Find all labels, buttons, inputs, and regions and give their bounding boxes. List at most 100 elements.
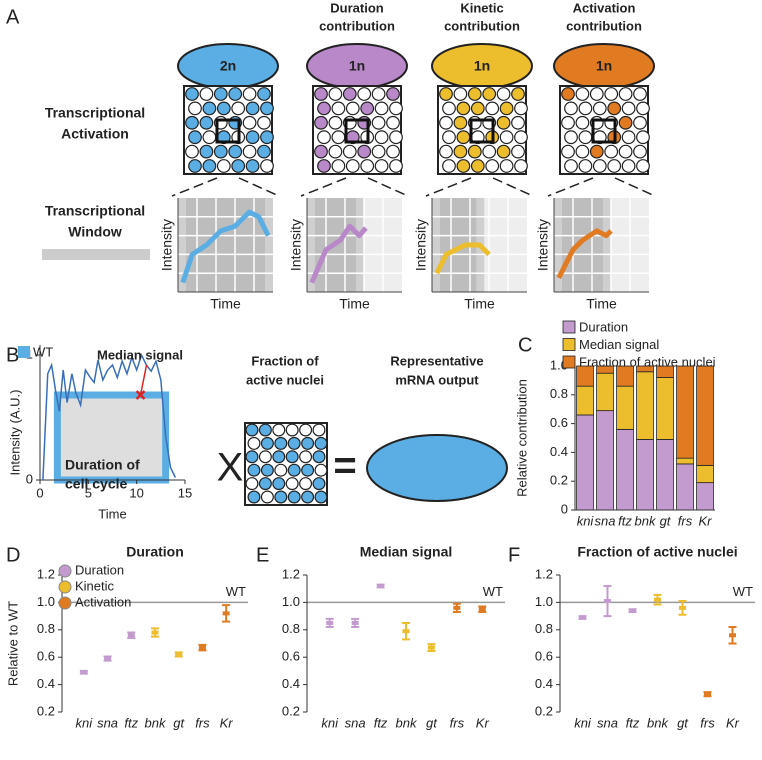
- nucleus: [287, 463, 301, 477]
- nucleus: [345, 159, 360, 173]
- nucleus: [453, 144, 468, 159]
- x-tick-label: frs: [678, 513, 693, 528]
- nucleus: [442, 159, 456, 173]
- nucleus: [360, 101, 375, 116]
- nucleus: [260, 436, 274, 450]
- legend-swatch: [18, 346, 30, 358]
- nucleus: [439, 144, 453, 159]
- nucleus: [314, 87, 328, 101]
- nucleus: [389, 159, 403, 173]
- nucleus: [439, 115, 453, 130]
- x-tick-label: kni: [321, 715, 339, 730]
- x-label: Time: [98, 506, 126, 521]
- nucleus: [228, 87, 243, 101]
- output-ellipse: [366, 434, 508, 502]
- point: [427, 645, 435, 650]
- y-tick-label: 1.2: [535, 566, 553, 581]
- x-tick-label: gt: [660, 513, 672, 528]
- nucleus: [499, 130, 514, 145]
- panel-label: D: [6, 544, 20, 566]
- x-tick-label: sna: [597, 715, 618, 730]
- mini-y-label: Intensity: [535, 219, 551, 271]
- nucleus: [467, 144, 482, 159]
- nucleus: [245, 423, 259, 437]
- point: [198, 645, 206, 650]
- nucleus: [228, 144, 243, 159]
- mini-trace: [556, 228, 613, 280]
- bar-segment: [696, 464, 714, 484]
- point: [604, 599, 611, 604]
- bar-segment: [576, 414, 594, 511]
- nuclei-field: [244, 422, 328, 506]
- y-tick-label: 0.4: [535, 676, 553, 691]
- nucleus: [386, 115, 400, 130]
- point: [654, 597, 661, 602]
- row-label: Window: [68, 224, 122, 240]
- x-tick-label: 0: [36, 485, 43, 500]
- nucleus: [312, 450, 326, 464]
- nucleus: [299, 477, 313, 491]
- x-tick-label: 5: [85, 485, 92, 500]
- nucleus: [314, 115, 328, 130]
- nucleus: [331, 130, 346, 145]
- nucleus: [371, 144, 386, 159]
- nucleus: [636, 159, 650, 173]
- nucleus: [260, 130, 274, 145]
- nucleus: [575, 115, 590, 130]
- y-tick-label: 0: [561, 501, 568, 516]
- nucleus: [386, 87, 400, 101]
- y-tick-label: 1.0: [535, 594, 553, 609]
- nucleus: [496, 144, 511, 159]
- nucleus: [331, 159, 346, 173]
- bar-segment: [656, 439, 674, 511]
- y-tick-label: 0.6: [550, 415, 568, 430]
- bar-segment: [616, 365, 634, 387]
- column-title: contribution: [444, 18, 520, 33]
- nucleus: [260, 159, 274, 173]
- nucleus: [499, 159, 514, 173]
- fraction-label: Fraction of: [251, 353, 319, 368]
- bar-segment: [636, 439, 654, 511]
- nucleus: [578, 101, 593, 116]
- point: [127, 633, 135, 638]
- ellipse-label: 2n: [220, 58, 236, 74]
- panel-label: F: [508, 544, 520, 566]
- nucleus: [257, 115, 271, 130]
- nuclei-field: [312, 85, 402, 175]
- nuclei-field: [559, 85, 649, 175]
- x-tick-label: ftz: [374, 715, 388, 730]
- mini-plot-core: [562, 198, 603, 292]
- x-tick-label: 15: [178, 485, 192, 500]
- nucleus: [633, 115, 647, 130]
- nucleus: [247, 436, 261, 450]
- nucleus: [258, 423, 272, 437]
- nucleus: [345, 101, 360, 116]
- legend-swatch: [562, 320, 576, 334]
- y-tick-label: 0.4: [37, 676, 55, 691]
- window-label: Duration of: [65, 457, 140, 473]
- nucleus: [231, 101, 246, 116]
- nucleus: [514, 130, 528, 145]
- selected-nucleus: [469, 118, 495, 144]
- trace: [42, 352, 177, 481]
- column-title: Kinetic: [460, 0, 503, 15]
- nucleus: [621, 130, 636, 145]
- nucleus: [199, 144, 214, 159]
- bar-segment: [676, 365, 694, 459]
- chart-title: Duration: [126, 544, 184, 560]
- x-tick-label: bnk: [635, 513, 657, 528]
- nucleus: [331, 101, 346, 116]
- nucleus: [618, 87, 633, 101]
- nucleus: [589, 144, 604, 159]
- nucleus: [618, 115, 633, 130]
- mini-y-label: Intensity: [288, 219, 304, 271]
- nucleus: [272, 423, 286, 437]
- nucleus: [636, 101, 650, 116]
- column-title: Activation: [573, 0, 636, 15]
- nucleus: [575, 144, 590, 159]
- bar-segment: [596, 372, 614, 412]
- nucleus: [618, 144, 633, 159]
- legend-swatch: [562, 338, 576, 351]
- nucleus: [386, 144, 400, 159]
- nucleus: [245, 477, 259, 491]
